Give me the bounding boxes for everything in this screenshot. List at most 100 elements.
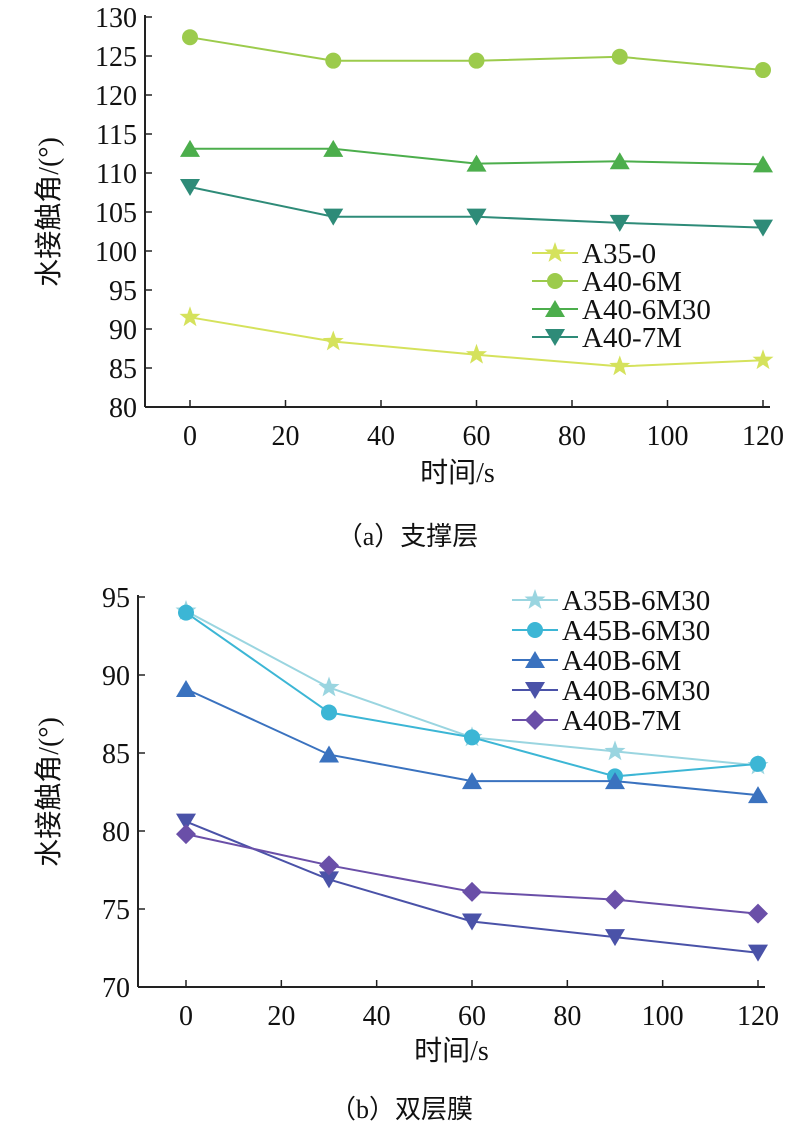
data-point bbox=[182, 29, 198, 46]
data-point bbox=[609, 214, 630, 232]
x-tick-label: 100 bbox=[647, 421, 689, 452]
series-A40-6M bbox=[182, 29, 771, 79]
figure-caption: （b）双层膜 bbox=[330, 1095, 473, 1124]
data-point bbox=[180, 179, 200, 197]
legend-label: A40-7M bbox=[582, 322, 682, 354]
y-axis-label: 水接触角/(°) bbox=[33, 717, 65, 867]
legend-marker bbox=[525, 710, 545, 730]
data-point bbox=[753, 155, 773, 173]
y-tick-label: 95 bbox=[109, 276, 137, 307]
legend-marker bbox=[525, 651, 545, 668]
legend-label: A40-6M30 bbox=[582, 294, 711, 326]
data-point bbox=[325, 52, 342, 69]
legend-label: A40B-6M30 bbox=[562, 675, 710, 707]
legend-label: A40B-7M bbox=[562, 705, 681, 737]
data-point bbox=[462, 772, 482, 790]
data-point bbox=[750, 755, 766, 772]
y-tick-label: 80 bbox=[109, 393, 137, 424]
y-tick-label: 85 bbox=[102, 739, 130, 770]
data-point bbox=[753, 219, 773, 237]
x-tick-label: 120 bbox=[742, 421, 784, 452]
data-point bbox=[748, 786, 768, 804]
legend-label: A40-6M bbox=[582, 266, 682, 298]
x-tick-label: 0 bbox=[183, 421, 197, 452]
data-point bbox=[176, 680, 196, 698]
data-point bbox=[462, 881, 482, 902]
y-tick-label: 70 bbox=[102, 973, 130, 1004]
series-A40-7M bbox=[180, 179, 773, 237]
y-axis-label: 水接触角/(°) bbox=[33, 137, 65, 287]
legend-marker bbox=[547, 273, 563, 289]
x-tick-label: 80 bbox=[558, 421, 586, 452]
x-tick-label: 100 bbox=[642, 1001, 684, 1032]
y-tick-label: 115 bbox=[96, 120, 137, 151]
data-point bbox=[322, 330, 344, 351]
x-axis-label: 时间/s bbox=[414, 1035, 489, 1067]
series-A40-6M30 bbox=[180, 139, 773, 173]
x-tick-label: 120 bbox=[737, 1001, 779, 1032]
data-point bbox=[752, 349, 774, 370]
y-tick-label: 75 bbox=[102, 895, 130, 926]
x-tick-label: 0 bbox=[179, 1001, 193, 1032]
legend-marker bbox=[545, 300, 565, 317]
data-point bbox=[321, 704, 337, 721]
chart-a: 80 85 90 95 100 105 110 115 120 125 130 0 20 40 60 80 10… bbox=[33, 3, 784, 551]
data-point bbox=[755, 62, 771, 79]
x-tick-label: 80 bbox=[553, 1001, 581, 1032]
data-point bbox=[748, 903, 768, 924]
legend-label: A45B-6M30 bbox=[562, 615, 710, 647]
x-tick-label: 40 bbox=[363, 1001, 391, 1032]
y-tick-label: 110 bbox=[96, 159, 137, 190]
data-point bbox=[609, 355, 631, 376]
data-point bbox=[605, 889, 625, 910]
series-A40B-7M bbox=[176, 824, 768, 924]
data-point bbox=[605, 772, 625, 790]
x-axis-label: 时间/s bbox=[420, 457, 495, 489]
y-tick-label: 90 bbox=[109, 315, 137, 346]
data-point bbox=[611, 48, 628, 65]
data-point bbox=[178, 604, 194, 621]
data-point bbox=[466, 208, 487, 226]
legend-marker bbox=[527, 622, 543, 638]
y-tick-label: 125 bbox=[95, 42, 137, 73]
legend-marker bbox=[524, 589, 546, 609]
data-point bbox=[464, 729, 480, 746]
data-point bbox=[176, 813, 196, 831]
data-point bbox=[319, 745, 339, 763]
data-point bbox=[462, 913, 482, 931]
figure-caption: （a）支撑层 bbox=[337, 522, 479, 551]
y-tick-label: 95 bbox=[102, 583, 130, 614]
series-A40B-6M30 bbox=[176, 813, 768, 962]
data-point bbox=[466, 343, 487, 364]
legend-label: A40B-6M bbox=[562, 645, 681, 677]
y-tick-label: 130 bbox=[95, 3, 137, 34]
y-tick-label: 100 bbox=[95, 237, 137, 268]
legend-label: A35B-6M30 bbox=[562, 585, 710, 617]
data-point bbox=[176, 824, 196, 845]
data-point bbox=[748, 944, 768, 962]
legend-marker bbox=[545, 329, 565, 346]
chart-b: 70 75 80 85 90 95 0 20 40 60 80 100 120 时间/s 水接触角/(°) （… bbox=[33, 583, 779, 1124]
x-tick-label: 40 bbox=[367, 421, 395, 452]
data-point bbox=[609, 152, 630, 170]
series-A35-0 bbox=[179, 306, 774, 376]
legend-label: A35-0 bbox=[582, 238, 656, 270]
data-point bbox=[323, 208, 344, 226]
data-point bbox=[323, 139, 344, 157]
data-point bbox=[468, 52, 485, 69]
x-tick-label: 60 bbox=[463, 421, 491, 452]
data-point bbox=[466, 154, 487, 172]
y-tick-label: 120 bbox=[95, 81, 137, 112]
data-point bbox=[319, 855, 339, 876]
y-tick-label: 85 bbox=[109, 354, 137, 385]
x-tick-label: 20 bbox=[267, 1001, 295, 1032]
x-tick-label: 60 bbox=[458, 1001, 486, 1032]
data-point bbox=[319, 871, 339, 889]
y-tick-label: 80 bbox=[102, 817, 130, 848]
series-A40B-6M bbox=[176, 680, 768, 804]
data-point bbox=[180, 139, 200, 157]
y-tick-label: 105 bbox=[95, 198, 137, 229]
data-point bbox=[605, 929, 625, 947]
